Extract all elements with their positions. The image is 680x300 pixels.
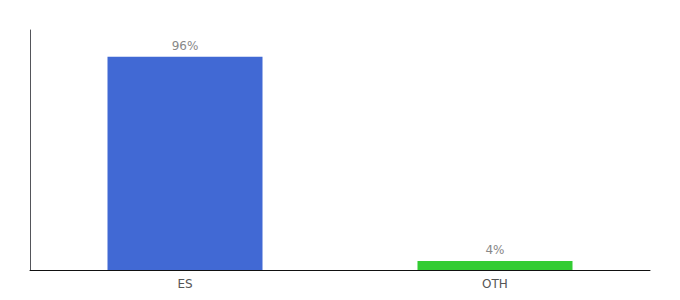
svg-text:OTH: OTH bbox=[482, 277, 508, 291]
svg-text:96%: 96% bbox=[172, 39, 199, 53]
svg-text:ES: ES bbox=[177, 277, 192, 291]
svg-text:4%: 4% bbox=[485, 243, 504, 257]
